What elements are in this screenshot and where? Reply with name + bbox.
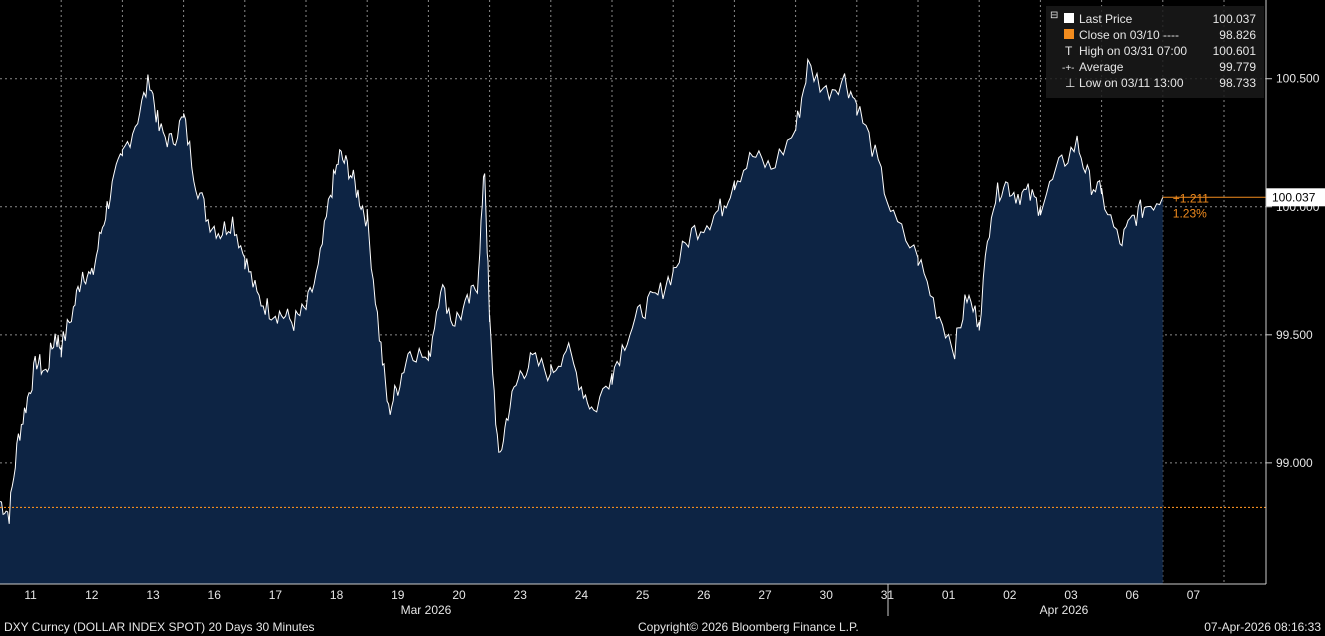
- x-tick-label: 12: [85, 588, 99, 602]
- average-marker-icon: -+-: [1062, 63, 1075, 74]
- month-label-mar: Mar 2026: [401, 603, 452, 617]
- x-tick-label: 02: [1003, 588, 1017, 602]
- price-area: [0, 57, 1164, 584]
- x-tick-label: 11: [24, 588, 37, 602]
- x-tick-label: 16: [208, 588, 222, 602]
- x-tick-label: 07: [1187, 588, 1201, 602]
- legend-item-value: 99.779: [1219, 60, 1256, 74]
- legend-item-label: Last Price: [1079, 12, 1133, 26]
- last-price-label: 100.037: [1272, 190, 1316, 204]
- x-tick-label: 01: [942, 588, 956, 602]
- footer-left: DXY Curncy (DOLLAR INDEX SPOT) 20 Days 3…: [4, 620, 315, 634]
- legend-item-value: 100.601: [1213, 44, 1257, 58]
- footer-center: Copyright© 2026 Bloomberg Finance L.P.: [638, 620, 859, 634]
- x-tick-label: 30: [820, 588, 834, 602]
- last-price-icon: [1064, 13, 1074, 23]
- x-tick-label: 06: [1126, 588, 1140, 602]
- x-tick-label: 18: [330, 588, 344, 602]
- footer-right: 07-Apr-2026 08:16:33: [1204, 620, 1321, 634]
- legend-collapse-icon: ⊟: [1050, 10, 1058, 21]
- series-line-last-price: [0, 57, 1164, 524]
- x-tick-label: 03: [1064, 588, 1078, 602]
- legend: ⊟ Last Price 100.037 Close on 03/10 ---- 98.…: [1046, 6, 1264, 98]
- x-tick-label: 23: [514, 588, 528, 602]
- legend-box: [1046, 6, 1264, 98]
- y-tick-label: 100.500: [1276, 72, 1320, 86]
- x-tick-label: 13: [146, 588, 160, 602]
- legend-item-value: 98.733: [1219, 76, 1256, 90]
- legend-item-label: Close on 03/10 ----: [1079, 28, 1179, 42]
- last-price-tag: [1266, 188, 1325, 207]
- legend-item-value: 100.037: [1213, 12, 1257, 26]
- x-tick-label: 17: [269, 588, 283, 602]
- x-tick-label: 25: [636, 588, 650, 602]
- y-axis: 99.00099.500100.000100.500100.037+1.2111…: [1173, 0, 1325, 584]
- y-tick-label: 99.000: [1276, 456, 1313, 470]
- x-tick-label: 24: [575, 588, 589, 602]
- low-marker-icon: ⊥: [1065, 76, 1075, 90]
- x-tick-label: 26: [697, 588, 711, 602]
- legend-item-label: High on 03/31 07:00: [1079, 44, 1187, 58]
- legend-item-value: 98.826: [1219, 28, 1256, 42]
- month-label-apr: Apr 2026: [1040, 603, 1089, 617]
- close-icon: [1064, 29, 1074, 39]
- series-area-fill: [0, 59, 1163, 584]
- x-tick-label: 27: [758, 588, 772, 602]
- x-tick-label: 20: [452, 588, 466, 602]
- legend-item-label: Low on 03/11 13:00: [1079, 76, 1184, 90]
- x-axis: 11 12 13 16 17 18 19 20 23 24 25 26 27 30 31 01 02 03 06 07…: [0, 583, 1266, 617]
- high-marker-icon: T: [1065, 44, 1073, 58]
- legend-item-label: Average: [1079, 60, 1124, 74]
- reference-line-layer: [0, 196, 1266, 509]
- change-pct-label: 1.23%: [1173, 206, 1207, 220]
- y-tick-label: 99.500: [1276, 328, 1313, 342]
- x-tick-label: 19: [391, 588, 405, 602]
- change-label: +1.211: [1173, 191, 1209, 205]
